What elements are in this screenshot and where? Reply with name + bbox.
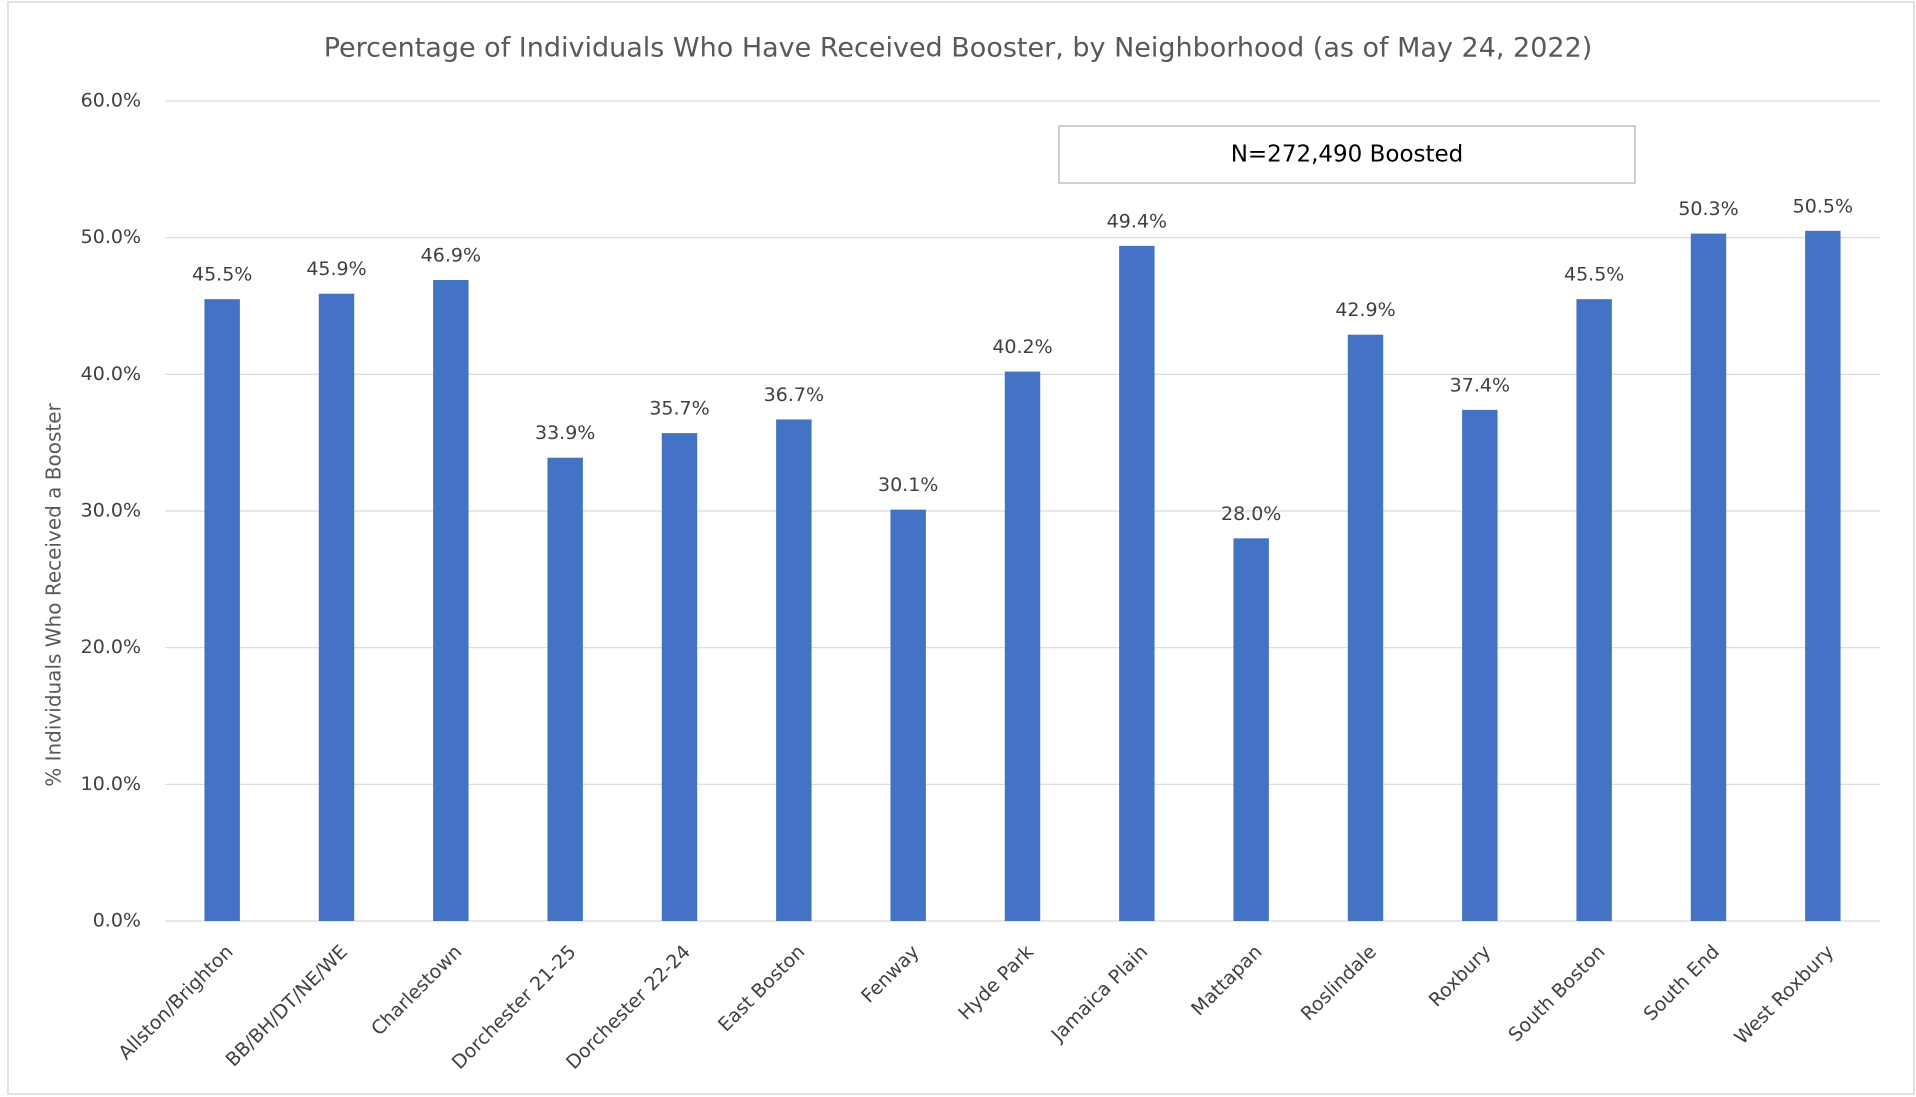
bar [204, 299, 240, 922]
annotation: N=272,490 Boosted [1231, 142, 1464, 168]
bar [318, 293, 355, 921]
data-label: 36.7% [764, 384, 824, 406]
data-label: 50.5% [1793, 195, 1853, 217]
data-label: 28.0% [1221, 503, 1281, 525]
annotation-box [1058, 125, 1636, 184]
data-label: 45.5% [1564, 264, 1624, 286]
bar [1805, 230, 1841, 922]
bar [547, 457, 583, 921]
data-label: 45.9% [306, 258, 366, 280]
data-label: 49.4% [1107, 210, 1167, 232]
bar [433, 280, 469, 921]
y-tick-label: 20.0% [81, 636, 141, 658]
y-tick-label: 40.0% [81, 363, 141, 385]
data-label: 33.9% [535, 422, 595, 444]
bar [776, 419, 812, 921]
data-label: 50.3% [1678, 198, 1738, 220]
y-axis-label: % Individuals Who Received a Booster [42, 402, 66, 786]
bar [661, 433, 698, 921]
y-tick-label: 30.0% [81, 500, 141, 522]
bar [1462, 409, 1498, 921]
y-tick-label: 50.0% [81, 226, 141, 248]
y-tick-label: 10.0% [81, 773, 141, 795]
data-label: 40.2% [992, 336, 1052, 358]
chart-title: Percentage of Individuals Who Have Recei… [324, 33, 1593, 64]
bar [890, 509, 926, 921]
bar [1233, 538, 1269, 921]
data-label: 46.9% [421, 245, 481, 267]
bar [1004, 371, 1041, 922]
y-tick-label: 0.0% [93, 910, 141, 932]
data-label: 42.9% [1335, 299, 1395, 321]
bar [1119, 245, 1155, 921]
y-tick-label: 60.0% [81, 90, 141, 112]
bar [1576, 299, 1612, 922]
data-label: 30.1% [878, 474, 938, 496]
data-label: 45.5% [192, 264, 252, 286]
data-label: 35.7% [649, 398, 709, 420]
data-label: 37.4% [1450, 374, 1510, 396]
bar [1347, 334, 1384, 921]
bar [1690, 233, 1727, 922]
